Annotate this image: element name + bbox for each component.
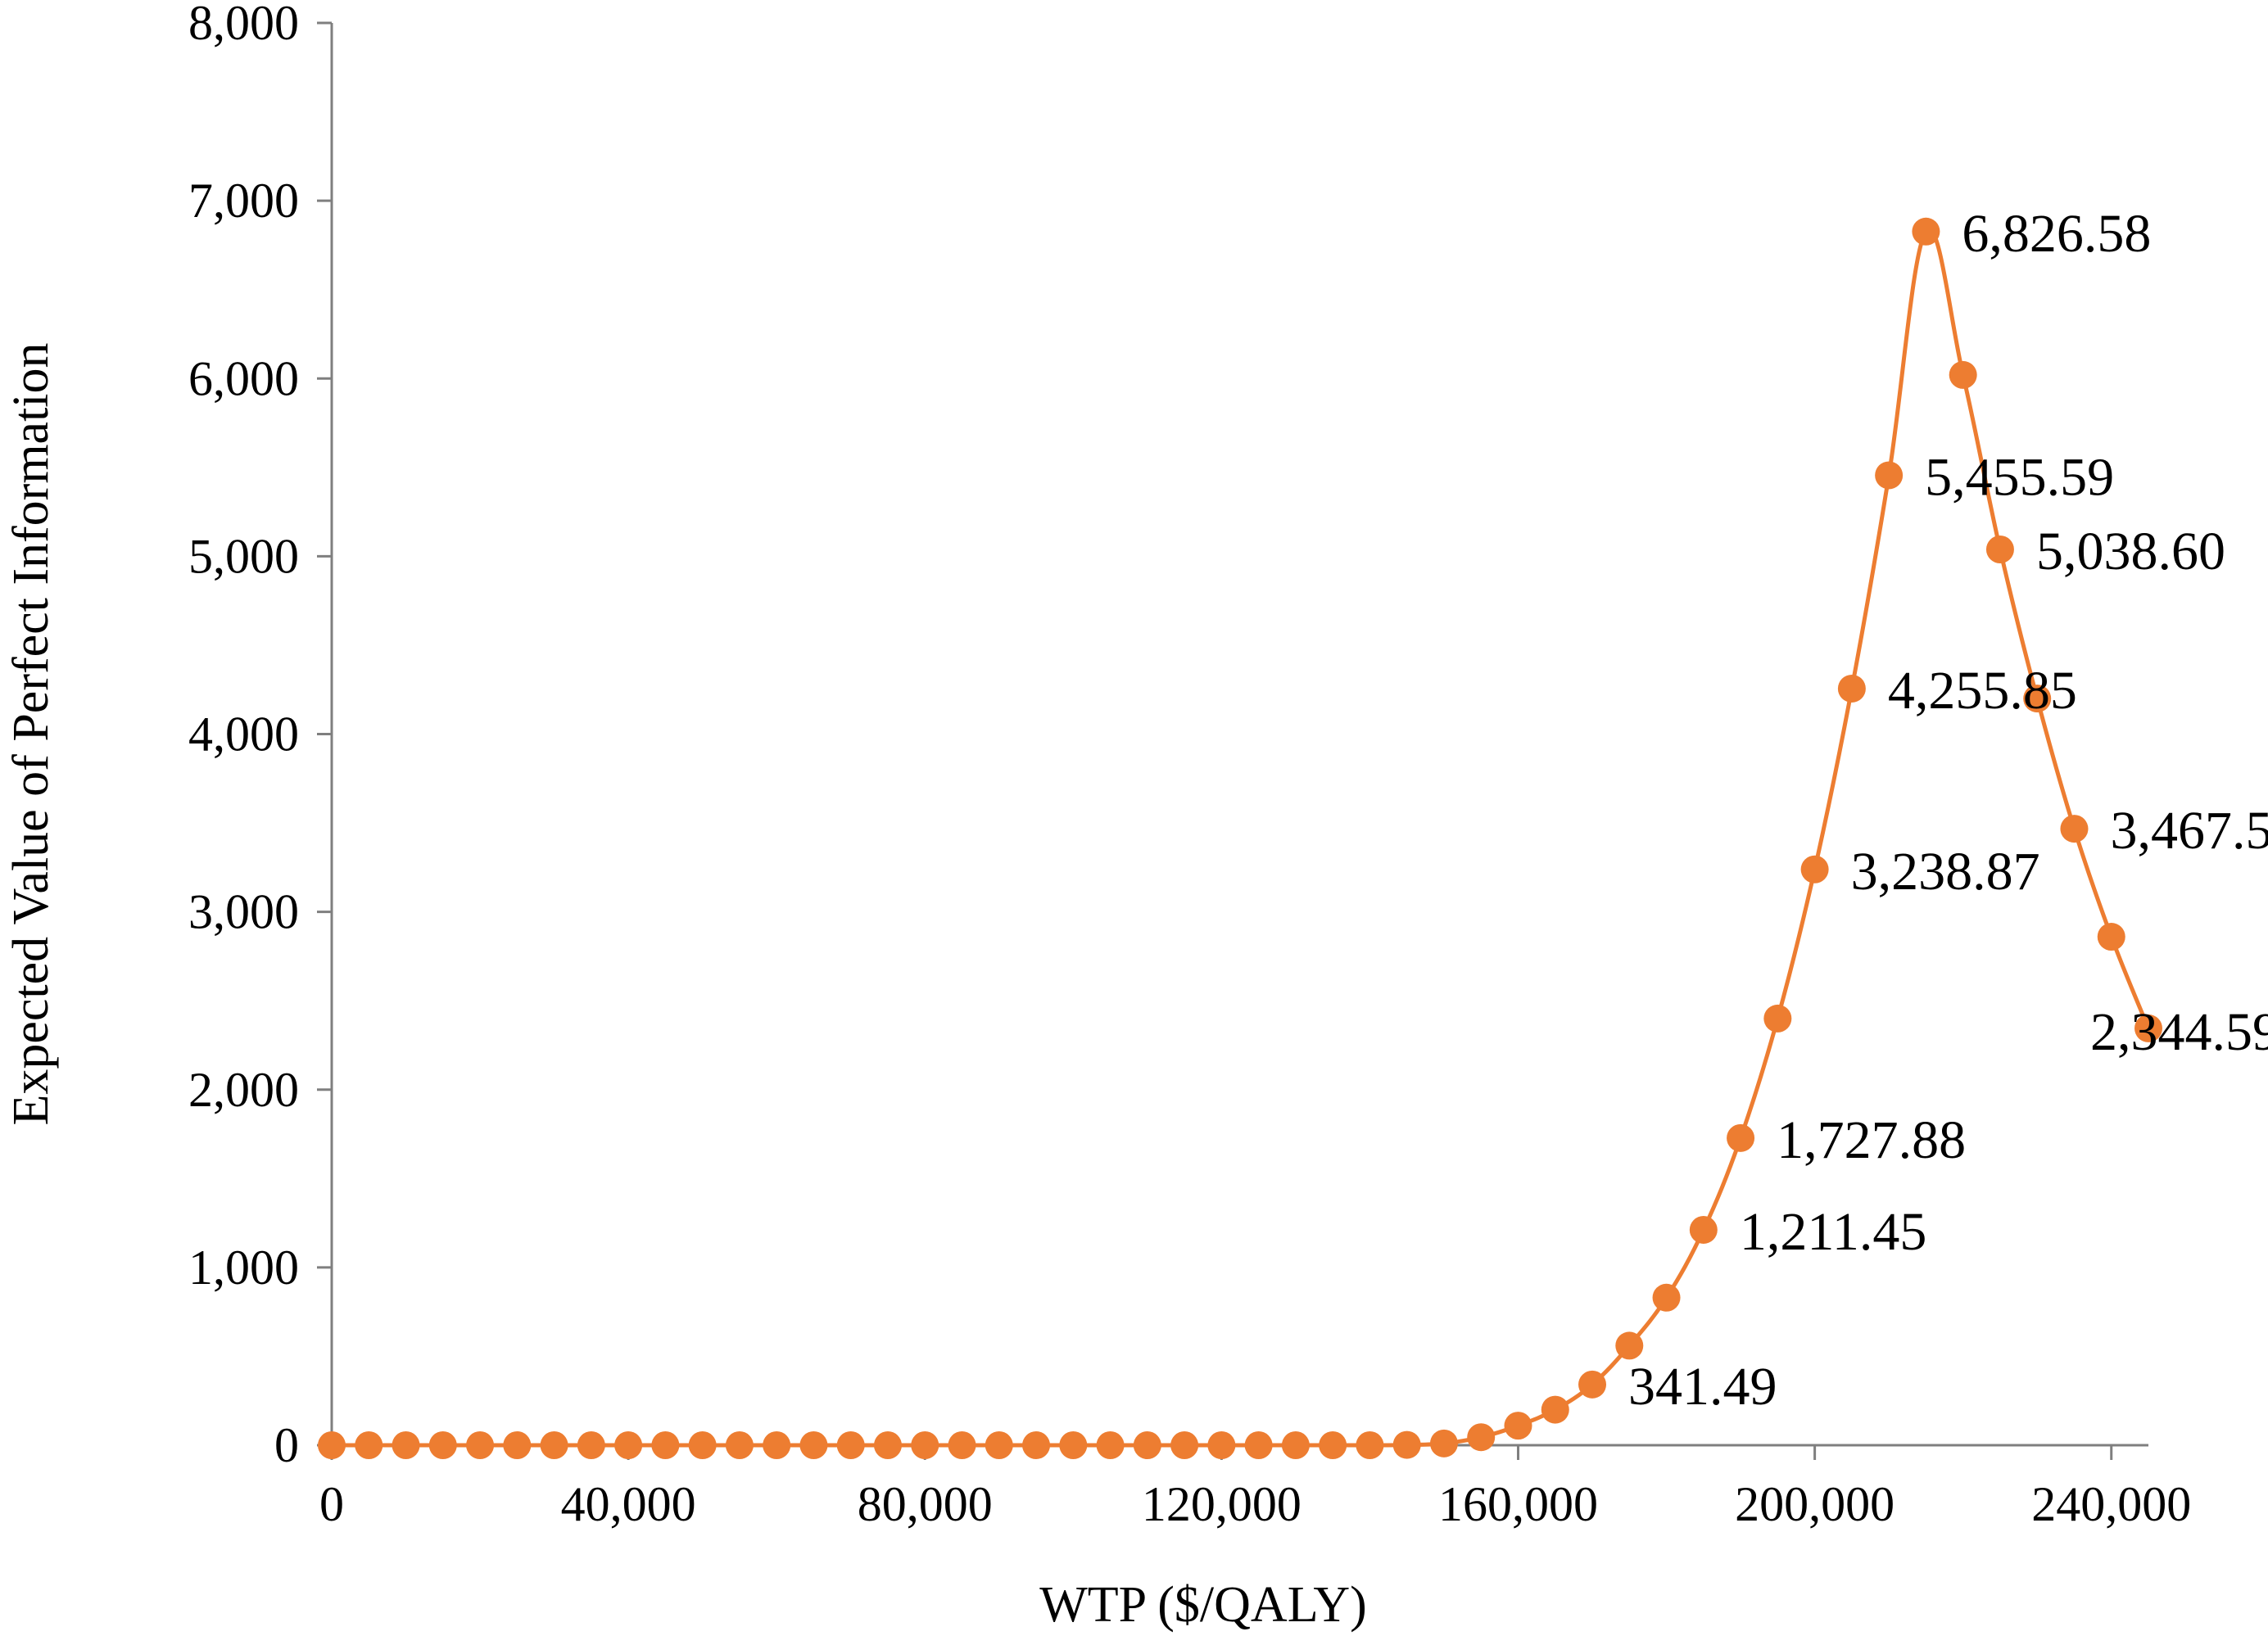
data-label: 5,455.59 — [1925, 447, 2114, 507]
data-point — [911, 1431, 939, 1459]
data-point — [1763, 1004, 1792, 1033]
data-point — [725, 1431, 754, 1459]
data-point — [1319, 1431, 1347, 1459]
data-point — [2134, 1014, 2162, 1042]
data-point — [1800, 855, 1829, 884]
data-point — [836, 1431, 865, 1459]
data-point — [1689, 1215, 1718, 1244]
data-point — [1985, 535, 2014, 563]
y-tick-label: 7,000 — [188, 174, 299, 228]
data-label: 5,038.60 — [2036, 522, 2225, 581]
data-point — [2097, 923, 2125, 951]
data-point — [1022, 1431, 1051, 1459]
data-point — [1244, 1431, 1273, 1459]
data-point — [688, 1431, 717, 1459]
y-axis-title: Expected Value of Perfect Information — [3, 342, 59, 1125]
data-point — [2060, 815, 2089, 843]
data-point — [1837, 674, 1866, 703]
data-label: 3,467.59 — [2110, 801, 2268, 861]
y-tick-label: 1,000 — [188, 1241, 299, 1295]
data-label: 1,211.45 — [1740, 1202, 1927, 1262]
y-tick-label: 5,000 — [188, 529, 299, 583]
x-tick-label: 80,000 — [858, 1477, 993, 1531]
data-point — [614, 1431, 643, 1459]
data-point — [1615, 1331, 1644, 1360]
data-point — [392, 1431, 420, 1459]
y-tick-label: 4,000 — [188, 707, 299, 762]
data-point — [1429, 1429, 1458, 1457]
data-point — [651, 1431, 680, 1459]
data-label: 1,727.88 — [1777, 1110, 1966, 1170]
data-label: 341.49 — [1628, 1357, 1777, 1417]
data-labels: 341.49 1,211.45 1,727.88 3,238.87 4,255.85 5,… — [1628, 204, 2268, 1417]
data-point — [1170, 1431, 1199, 1459]
data-label: 2,344.59 — [2090, 1002, 2268, 1062]
data-point — [318, 1431, 346, 1459]
y-axis-ticks: 0 1,000 2,000 3,000 4,000 5,000 6,000 7,000 8,00… — [188, 0, 332, 1472]
data-point — [799, 1431, 828, 1459]
data-label: 4,255.85 — [1888, 661, 2077, 721]
data-point — [763, 1431, 791, 1459]
data-point — [985, 1431, 1013, 1459]
y-tick-label: 8,000 — [188, 0, 299, 50]
data-point — [1356, 1431, 1384, 1459]
y-tick-label: 2,000 — [188, 1063, 299, 1117]
data-point — [1875, 461, 1904, 490]
data-point — [1949, 360, 1977, 389]
data-point — [540, 1431, 568, 1459]
data-point — [1504, 1412, 1532, 1440]
data-point — [466, 1431, 495, 1459]
y-tick-label: 0 — [274, 1418, 299, 1472]
data-point — [577, 1431, 605, 1459]
x-axis-title: WTP ($/QALY) — [1039, 1577, 1367, 1633]
series-markers — [318, 217, 2162, 1459]
data-point — [948, 1431, 976, 1459]
data-label: 3,238.87 — [1851, 842, 2040, 902]
data-point — [1059, 1431, 1088, 1459]
data-label: 6,826.58 — [1962, 204, 2151, 264]
x-tick-label: 40,000 — [561, 1477, 696, 1531]
data-point — [873, 1431, 902, 1459]
data-point — [1652, 1283, 1681, 1312]
data-point — [428, 1431, 457, 1459]
x-tick-label: 0 — [319, 1477, 344, 1531]
data-point — [1096, 1431, 1125, 1459]
data-point — [1727, 1123, 1755, 1152]
data-point — [1281, 1431, 1310, 1459]
data-point — [355, 1431, 383, 1459]
y-tick-label: 6,000 — [188, 351, 299, 405]
data-point — [1578, 1370, 1607, 1399]
data-point — [1541, 1395, 1569, 1424]
series-line — [332, 227, 2151, 1448]
x-tick-label: 200,000 — [1735, 1477, 1895, 1531]
data-point — [1207, 1431, 1236, 1459]
x-tick-label: 120,000 — [1142, 1477, 1301, 1531]
data-point — [1133, 1431, 1161, 1459]
data-point — [1392, 1430, 1421, 1459]
y-tick-label: 3,000 — [188, 885, 299, 939]
data-point — [1912, 217, 1940, 246]
x-tick-label: 160,000 — [1438, 1477, 1598, 1531]
x-tick-label: 240,000 — [2031, 1477, 2191, 1531]
data-point — [503, 1431, 532, 1459]
data-point — [1467, 1423, 1496, 1452]
data-point — [2023, 685, 2052, 713]
x-axis-ticks: 0 40,000 80,000 120,000 160,000 200,000 240,00… — [319, 1445, 2191, 1531]
